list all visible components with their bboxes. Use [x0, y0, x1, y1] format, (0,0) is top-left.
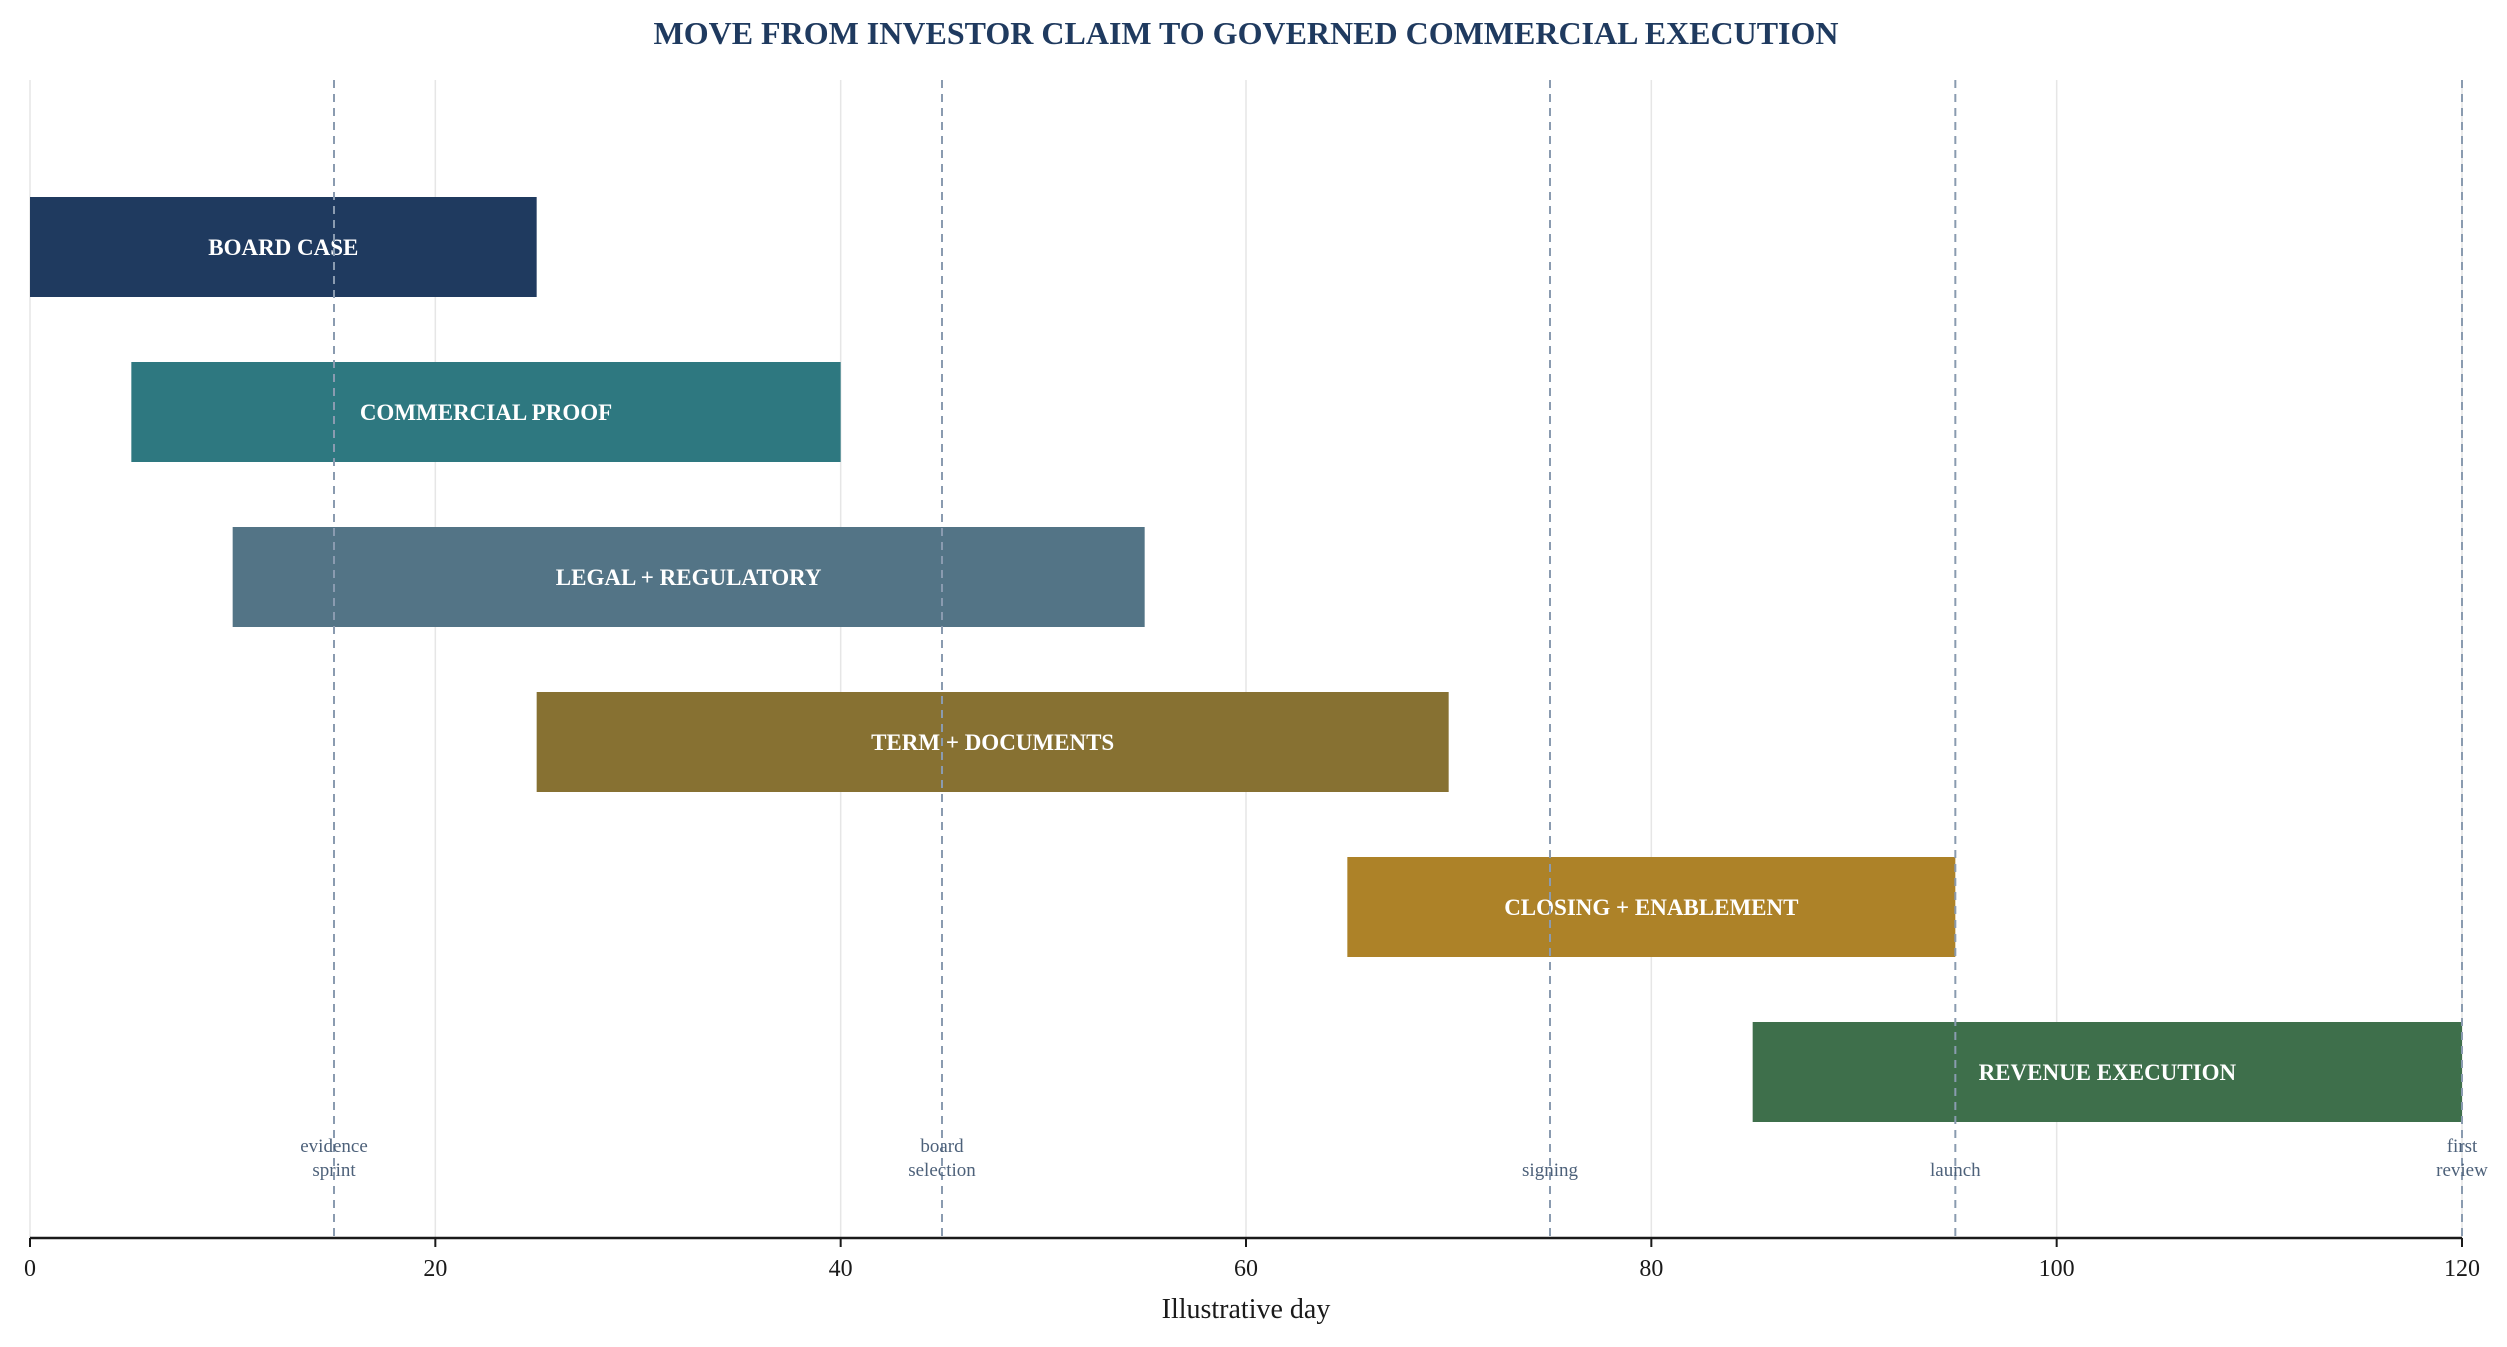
- x-tick-label-60: 60: [1234, 1256, 1258, 1282]
- milestone-label: selection: [908, 1160, 976, 1181]
- x-axis-label: Illustrative day: [1162, 1294, 1331, 1325]
- bar-label-revenue-execution: REVENUE EXECUTION: [1979, 1060, 2237, 1085]
- x-axis: 0 20 40 60 80 100 120: [24, 1236, 2480, 1282]
- bar-commercial-proof: [131, 362, 841, 462]
- x-tick-label-0: 0: [24, 1256, 36, 1282]
- milestone-label: signing: [1522, 1160, 1578, 1181]
- milestone-label: review: [2436, 1160, 2488, 1181]
- bar-label-closing-enablement: CLOSING + ENABLEMENT: [1504, 895, 1798, 920]
- bar-legal-regulatory: [232, 527, 1145, 627]
- milestone-label: sprint: [312, 1160, 356, 1181]
- milestone-label: launch: [1930, 1160, 1981, 1181]
- x-tick-label-100: 100: [2039, 1256, 2075, 1282]
- x-tick-label-120: 120: [2444, 1256, 2480, 1282]
- milestone-label: first: [2447, 1136, 2478, 1157]
- bar-label-term-documents: TERM + DOCUMENTS: [871, 730, 1114, 755]
- bar-term-documents: [536, 692, 1449, 792]
- x-tick-label-20: 20: [423, 1256, 447, 1282]
- bar-label-board-case: BOARD CASE: [208, 235, 358, 260]
- milestone-label: evidence: [300, 1136, 368, 1157]
- milestone-label: board: [920, 1136, 964, 1157]
- x-tick-label-80: 80: [1639, 1256, 1663, 1282]
- milestones: evidence sprint board selection signing launc…: [300, 80, 2488, 1238]
- chart-title: MOVE FROM INVESTOR CLAIM TO GOVERNED COM…: [654, 15, 1839, 51]
- bar-closing-enablement: [1347, 857, 1956, 957]
- x-tick-label-40: 40: [829, 1256, 853, 1282]
- bar-label-legal-regulatory: LEGAL + REGULATORY: [556, 565, 822, 590]
- bar-label-commercial-proof: COMMERCIAL PROOF: [360, 400, 612, 425]
- bars: BOARD CASE COMMERCIAL PROOF LEGAL + REGULA…: [30, 197, 2462, 1122]
- bar-board-case: [30, 197, 537, 297]
- bar-revenue-execution: [1752, 1022, 2462, 1122]
